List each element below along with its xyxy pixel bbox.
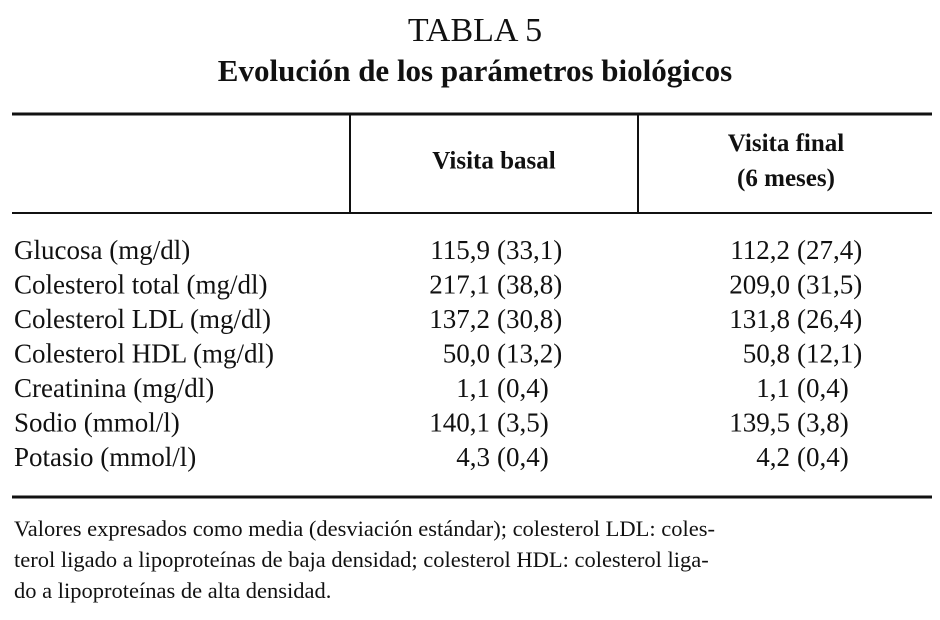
cell-mean: 50,8: [743, 339, 790, 369]
cell-sd: (27,4): [797, 235, 862, 265]
row-label: Sodio (mmol/l): [14, 408, 180, 438]
cell-mean: 115,9: [430, 235, 490, 265]
footnote-line: do a lipoproteínas de alta densidad.: [14, 578, 331, 603]
cell-mean: 4,3: [456, 442, 490, 472]
cell-sd: (3,5): [497, 408, 549, 438]
row-label: Glucosa (mg/dl): [14, 235, 190, 265]
cell-sd: (0,4): [497, 373, 549, 403]
row-label: Potasio (mmol/l): [14, 442, 196, 472]
cell-sd: (12,1): [797, 339, 862, 369]
cell-mean: 1,1: [456, 373, 490, 403]
cell-sd: (38,8): [497, 270, 562, 300]
row-label: Colesterol HDL (mg/dl): [14, 339, 274, 369]
cell-mean: 140,1: [429, 408, 490, 438]
cell-mean: 137,2: [429, 304, 490, 334]
cell-sd: (33,1): [497, 235, 562, 265]
cell-sd: (30,8): [497, 304, 562, 334]
cell-mean: 112,2: [730, 235, 790, 265]
column-header: Visita final: [728, 130, 844, 157]
cell-sd: (31,5): [797, 270, 862, 300]
cell-mean: 50,0: [443, 339, 490, 369]
column-header: Visita basal: [432, 148, 555, 175]
cell-mean: 1,1: [756, 373, 790, 403]
cell-sd: (26,4): [797, 304, 862, 334]
cell-mean: 139,5: [729, 408, 790, 438]
cell-sd: (0,4): [797, 442, 849, 472]
row-label: Colesterol LDL (mg/dl): [14, 304, 271, 334]
cell-mean: 131,8: [729, 304, 790, 334]
cell-sd: (3,8): [797, 408, 849, 438]
footnote-line: Valores expresados como media (desviació…: [14, 516, 715, 541]
cell-sd: (0,4): [497, 442, 549, 472]
table-subtitle: Evolución de los parámetros biológicos: [218, 53, 732, 88]
row-label: Colesterol total (mg/dl): [14, 270, 267, 300]
cell-sd: (13,2): [497, 339, 562, 369]
cell-mean: 217,1: [429, 270, 490, 300]
cell-mean: 209,0: [729, 270, 790, 300]
row-label: Creatinina (mg/dl): [14, 373, 214, 403]
cell-sd: (0,4): [797, 373, 849, 403]
footnote-line: terol ligado a lipoproteínas de baja den…: [14, 547, 709, 572]
table-title: TABLA 5: [408, 12, 542, 49]
column-header: (6 meses): [737, 165, 835, 192]
cell-mean: 4,2: [756, 442, 790, 472]
